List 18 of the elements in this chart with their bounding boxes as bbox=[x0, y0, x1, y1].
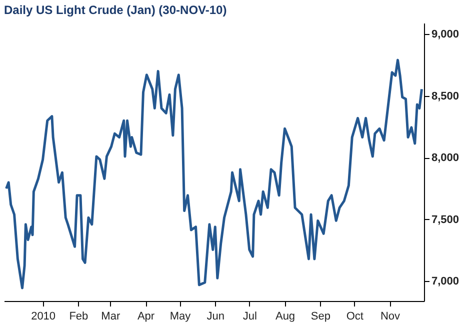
x-tick-label: Feb bbox=[69, 310, 88, 322]
x-tick-label: Nov bbox=[380, 310, 401, 322]
x-tick-label: May bbox=[170, 310, 192, 322]
chart-title: Daily US Light Crude (Jan) (30-NOV-10) bbox=[4, 3, 227, 17]
y-tick-label: 9,000 bbox=[432, 28, 460, 41]
y-tick-label: 7,000 bbox=[432, 276, 460, 288]
x-tick-label: Aug bbox=[275, 310, 296, 322]
x-tick-label: Sep bbox=[310, 310, 330, 322]
x-tick-label: Jul bbox=[242, 310, 257, 322]
x-tick-label: Jun bbox=[206, 310, 225, 322]
x-tick-label: Mar bbox=[101, 310, 120, 322]
y-tick-label: 8,000 bbox=[432, 152, 460, 164]
x-tick-label: Oct bbox=[346, 310, 364, 322]
x-tick-label: 2010 bbox=[31, 310, 56, 322]
y-tick-label: 7,500 bbox=[432, 214, 460, 226]
y-tick-label: 8,500 bbox=[432, 90, 460, 102]
line-series bbox=[5, 58, 423, 290]
x-tick-label: Apr bbox=[137, 310, 155, 322]
